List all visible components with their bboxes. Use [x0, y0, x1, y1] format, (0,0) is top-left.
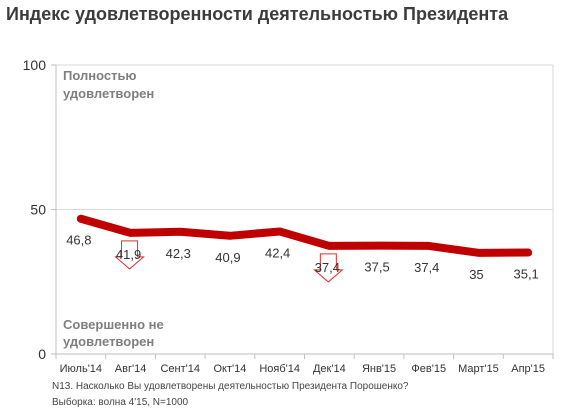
x-tick-label: Авг'14	[115, 363, 147, 375]
x-tick-label: Фев'15	[411, 363, 446, 375]
series-line	[76, 214, 533, 257]
annotation-top-line2: удовлетворен	[63, 86, 154, 101]
data-label: 42,4	[265, 245, 290, 260]
data-label: 41,9	[116, 247, 141, 262]
down-arrow-icon	[312, 253, 344, 283]
x-tick-label: Окт'14	[214, 363, 247, 375]
x-tick-label: Апр'15	[511, 363, 545, 375]
x-tick-label: Нояб'14	[259, 363, 300, 375]
x-tick-label: Июль'14	[60, 363, 102, 375]
annotation-top-line1: Полностью	[63, 68, 137, 83]
y-tick-label: 100	[23, 57, 47, 73]
x-tick-label: Март'15	[458, 363, 499, 375]
data-label: 42,3	[166, 246, 191, 261]
x-tick-label: Сент'14	[160, 363, 200, 375]
down-arrow-icon	[114, 240, 145, 270]
annotation-bottom-line2: удовлетворен	[63, 334, 154, 349]
data-label: 46,8	[66, 233, 91, 248]
y-tick-label: 50	[30, 202, 46, 218]
data-label: 35	[469, 267, 483, 282]
x-tick-label: Янв'15	[362, 363, 396, 375]
data-label: 37,5	[364, 260, 389, 275]
y-tick-label: 0	[38, 346, 46, 362]
chart-title: Индекс удовлетворенности деятельностью П…	[6, 4, 509, 24]
sample-footnote: Выборка: волна 4'15, N=1000	[52, 397, 189, 408]
question-footnote: N13. Насколько Вы удовлетворены деятельн…	[52, 381, 409, 392]
data-label: 40,9	[215, 250, 240, 265]
annotation-bottom-line1: Совершенно не	[63, 317, 164, 332]
data-label: 35,1	[513, 267, 538, 282]
data-label: 37,4	[315, 260, 340, 275]
data-label: 37,4	[414, 260, 439, 275]
x-tick-label: Дек'14	[313, 363, 346, 375]
